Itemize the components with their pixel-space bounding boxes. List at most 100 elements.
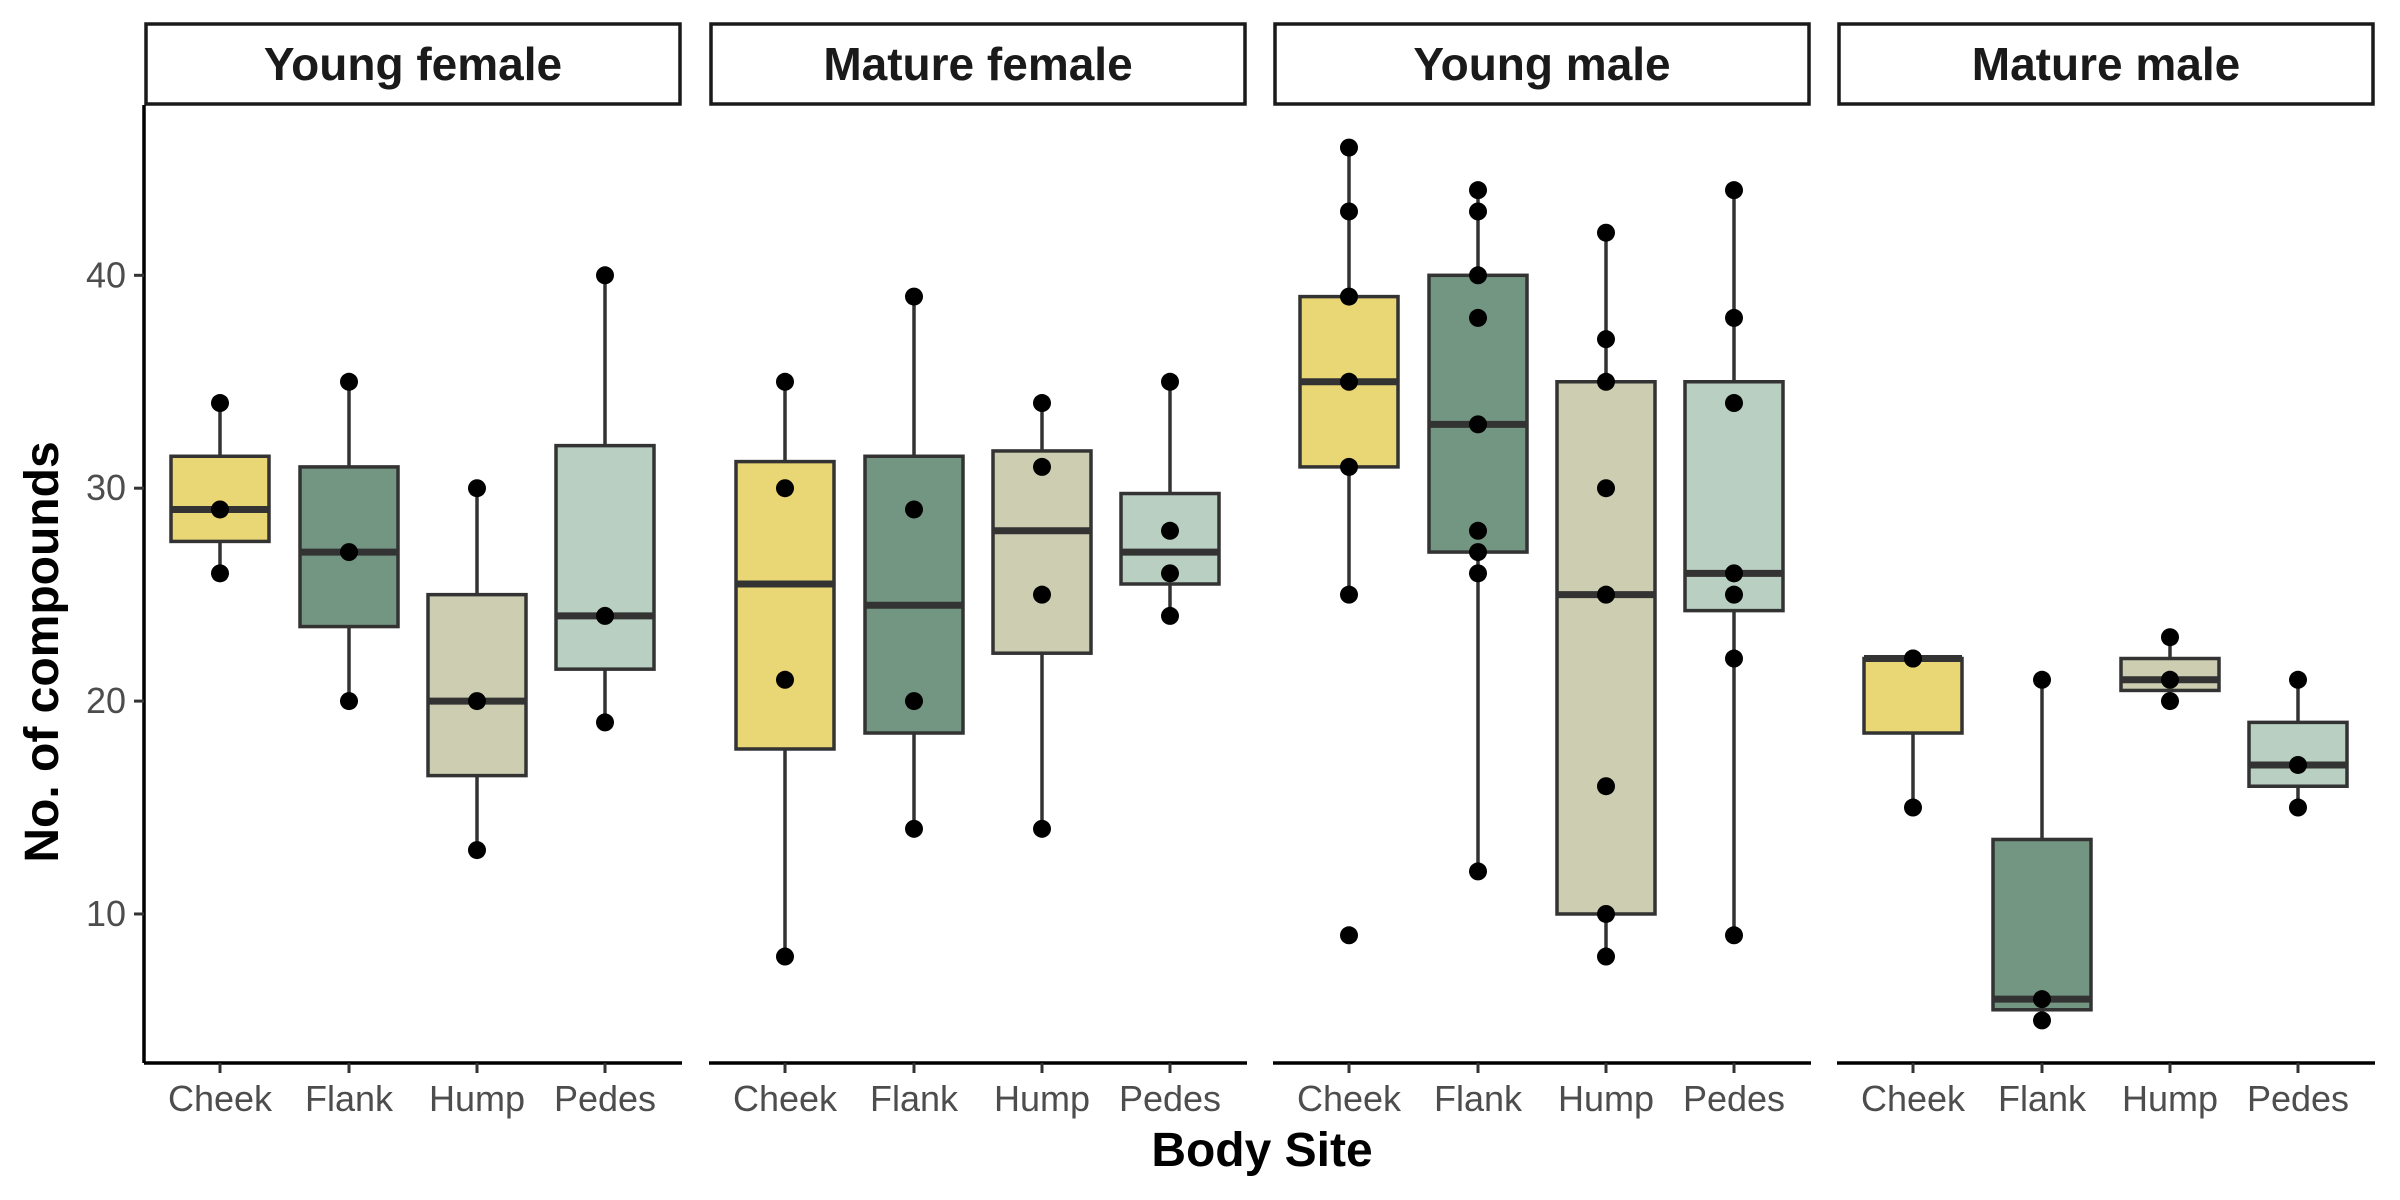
- data-point: [468, 841, 486, 860]
- data-point: [1725, 394, 1743, 413]
- data-point: [1033, 585, 1051, 604]
- y-axis: 10 20 30 40: [86, 105, 146, 1063]
- facet-panel-mature-female: Mature female Cheek Flank Hump Pedes: [709, 22, 1247, 1119]
- box-cheek: [1862, 656, 1964, 735]
- data-point: [2161, 628, 2179, 647]
- data-point: [905, 500, 923, 519]
- y-tick-label: 20: [86, 680, 126, 721]
- data-point: [1597, 479, 1615, 498]
- data-point: [340, 692, 358, 711]
- data-point: [1340, 202, 1358, 221]
- data-point: [905, 287, 923, 306]
- facet-panel-young-male: Young male Cheek Flank Hump Pedes: [1273, 22, 1811, 1119]
- data-point: [1725, 585, 1743, 604]
- x-tick-label: Cheek: [1861, 1078, 1966, 1119]
- data-point: [2033, 990, 2051, 1009]
- data-point: [1597, 372, 1615, 391]
- data-point: [1904, 798, 1922, 817]
- data-point: [905, 692, 923, 711]
- data-point: [1469, 521, 1487, 540]
- box-flank: [298, 465, 400, 629]
- box-pedes: [2247, 720, 2349, 788]
- data-point: [1597, 223, 1615, 242]
- data-point: [1469, 202, 1487, 221]
- data-point: [1161, 521, 1179, 540]
- x-tick-label: Hump: [1558, 1078, 1654, 1119]
- data-point: [1161, 606, 1179, 625]
- data-point: [776, 479, 794, 498]
- data-point: [596, 713, 614, 732]
- x-tick-label: Flank: [870, 1078, 959, 1119]
- data-point: [340, 543, 358, 562]
- data-point: [1033, 457, 1051, 476]
- facet-strip-label: Mature male: [1972, 38, 2240, 90]
- data-point: [1161, 372, 1179, 391]
- data-point: [1725, 564, 1743, 583]
- data-point: [1161, 564, 1179, 583]
- data-point: [1033, 394, 1051, 413]
- facet-strip: [1837, 22, 2375, 106]
- facet-strip: [709, 22, 1247, 106]
- data-point: [468, 479, 486, 498]
- data-point: [1469, 415, 1487, 434]
- data-point: [2289, 670, 2307, 689]
- box-hump: [991, 449, 1093, 655]
- box-hump: [426, 592, 528, 778]
- x-tick-label: Hump: [429, 1078, 525, 1119]
- x-tick-label: Pedes: [554, 1078, 656, 1119]
- data-point: [776, 670, 794, 689]
- data-point: [1340, 585, 1358, 604]
- data-point: [1597, 904, 1615, 923]
- x-tick-label: Cheek: [168, 1078, 273, 1119]
- x-tick-label: Pedes: [1683, 1078, 1785, 1119]
- facet-panel-mature-male: Mature male Cheek Flank Hump Pedes: [1837, 22, 2375, 1119]
- data-point: [1725, 926, 1743, 945]
- data-point: [1340, 926, 1358, 945]
- data-point: [1033, 819, 1051, 838]
- data-point: [596, 266, 614, 285]
- data-point: [1340, 287, 1358, 306]
- data-point: [1904, 649, 1922, 668]
- facet-strip-label: Young male: [1413, 38, 1670, 90]
- box-cheek: [169, 454, 271, 544]
- x-tick-label: Hump: [2122, 1078, 2218, 1119]
- x-tick-label: Cheek: [1297, 1078, 1402, 1119]
- data-point: [1597, 585, 1615, 604]
- data-point: [1469, 181, 1487, 200]
- data-point: [1469, 564, 1487, 583]
- facet-strip-label: Mature female: [823, 38, 1132, 90]
- box-flank: [1991, 837, 2093, 1012]
- x-tick-label: Flank: [1434, 1078, 1523, 1119]
- x-tick-label: Cheek: [733, 1078, 838, 1119]
- data-point: [776, 372, 794, 391]
- x-tick-label: Pedes: [2247, 1078, 2349, 1119]
- data-point: [2161, 692, 2179, 711]
- x-tick-label: Flank: [305, 1078, 394, 1119]
- box-pedes: [554, 443, 656, 671]
- data-point: [596, 606, 614, 625]
- y-tick-label: 30: [86, 467, 126, 508]
- data-point: [1597, 947, 1615, 966]
- data-point: [2289, 755, 2307, 774]
- data-point: [1340, 372, 1358, 391]
- x-tick-label: Flank: [1998, 1078, 2087, 1119]
- data-point: [1469, 308, 1487, 327]
- data-point: [1725, 181, 1743, 200]
- data-point: [1469, 543, 1487, 562]
- data-point: [468, 692, 486, 711]
- data-point: [2033, 1011, 2051, 1030]
- data-point: [2033, 670, 2051, 689]
- data-point: [1597, 777, 1615, 796]
- facet-strip-label: Young female: [264, 38, 562, 90]
- facet-strip: [144, 22, 682, 106]
- box-cheek: [734, 459, 836, 751]
- y-axis-title: No. of compounds: [16, 441, 69, 862]
- y-tick-label: 40: [86, 254, 126, 295]
- data-point: [776, 947, 794, 966]
- x-axis-title: Body Site: [1151, 1124, 1372, 1177]
- facet-panels: Young female Cheek Flank Hump Pedes Mature fe…: [144, 22, 2375, 1119]
- y-tick-label: 10: [86, 893, 126, 934]
- data-point: [1469, 862, 1487, 881]
- data-point: [2289, 798, 2307, 817]
